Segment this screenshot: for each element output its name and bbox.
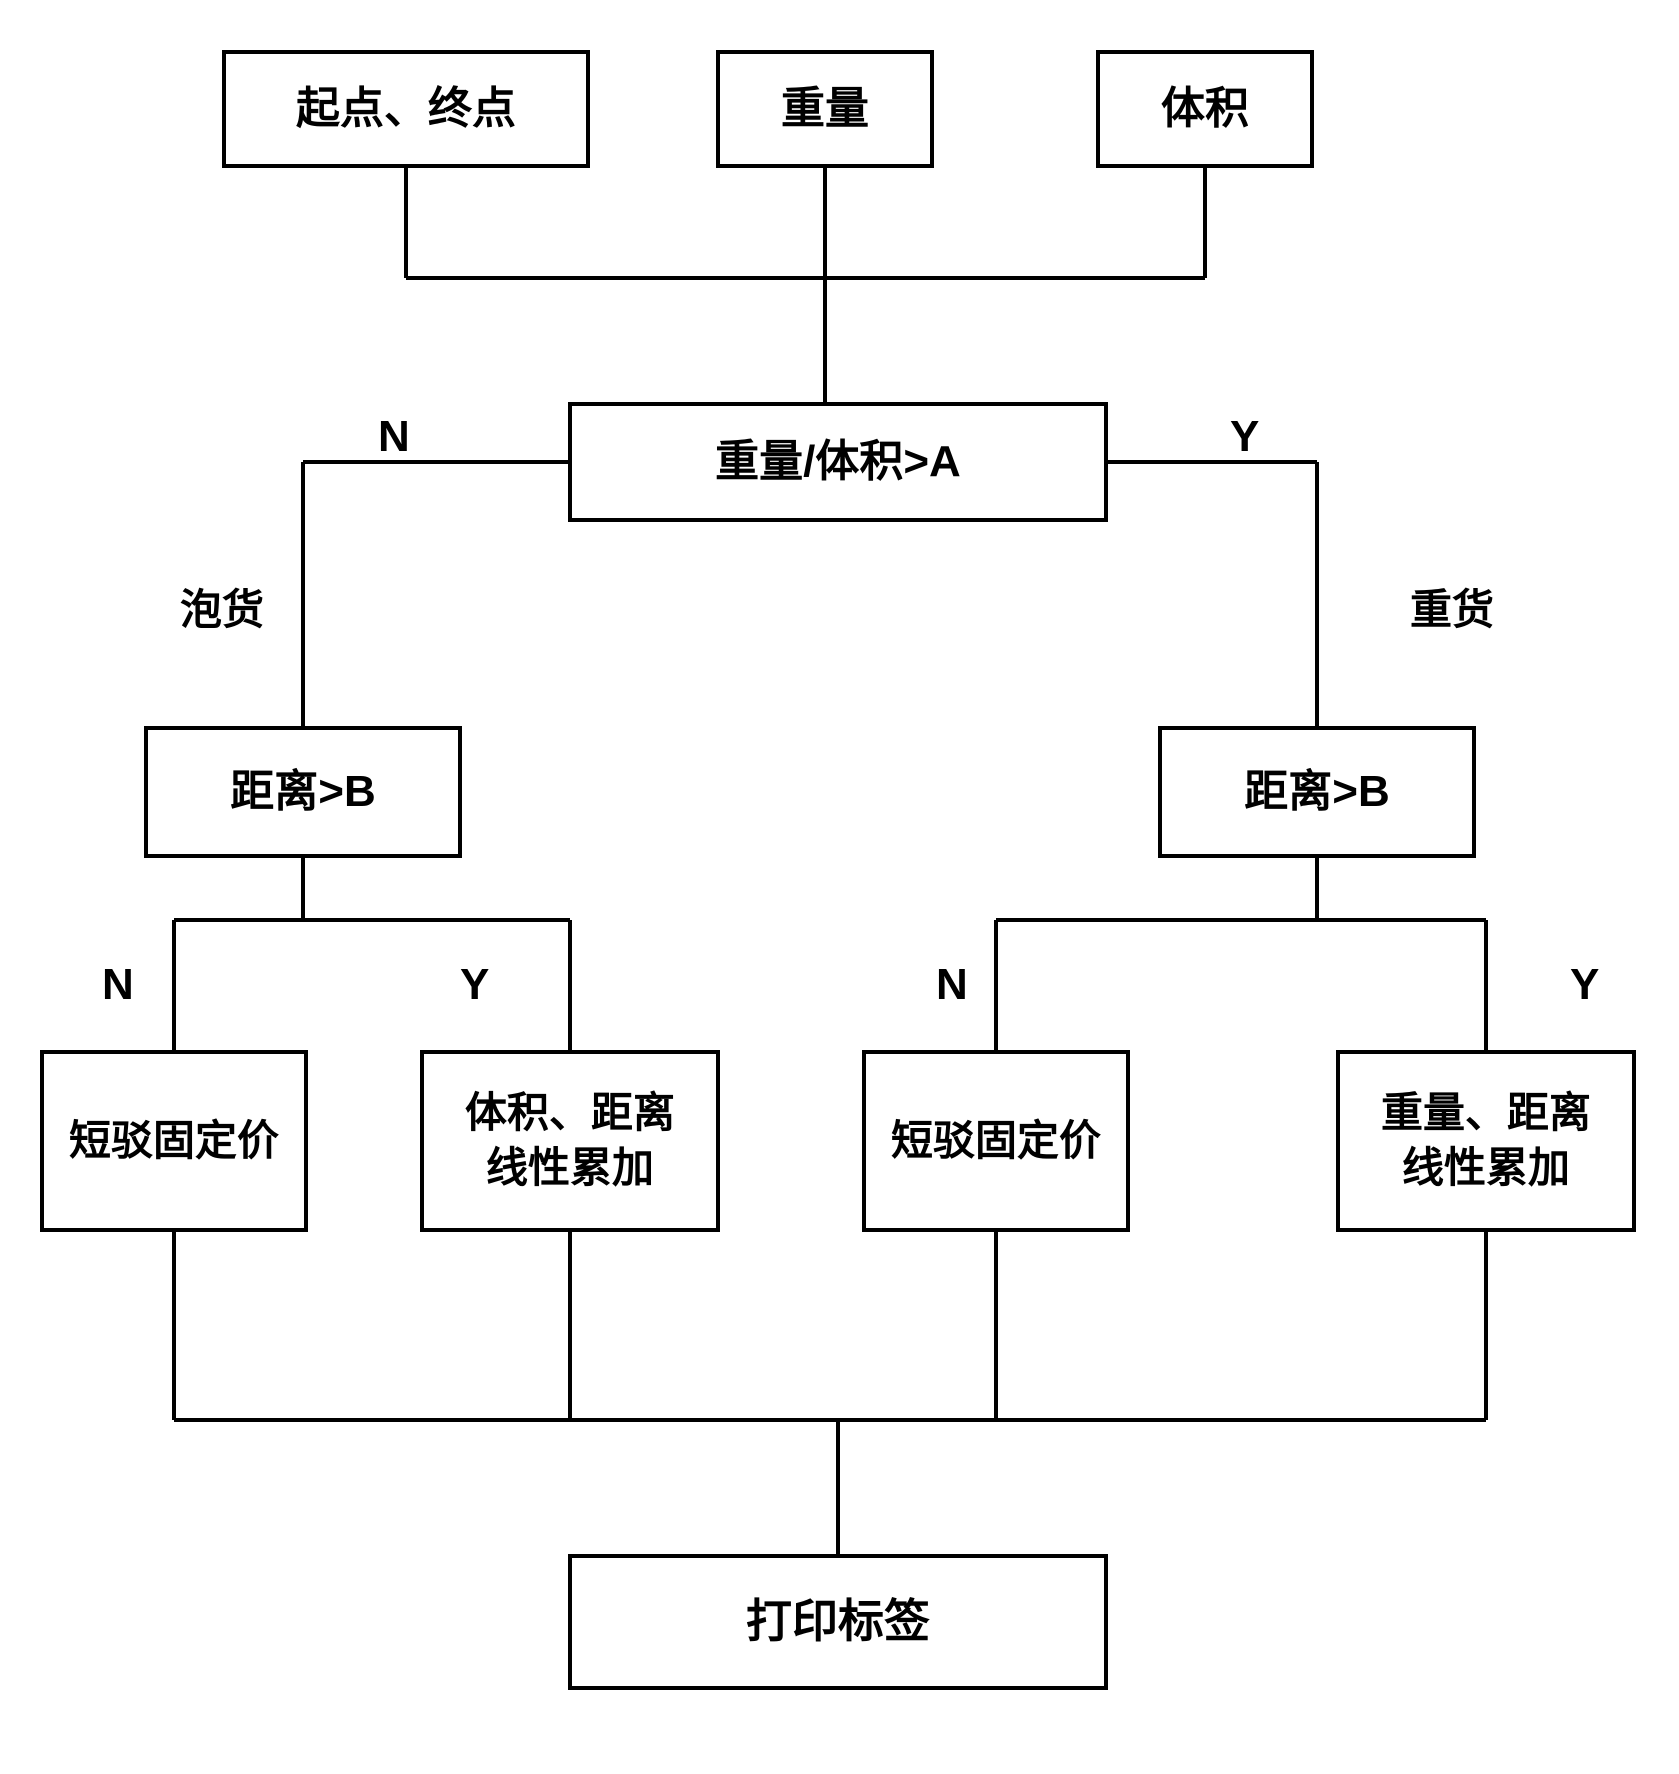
flowchart-connectors: [0, 0, 1679, 1774]
node-output-print: 打印标签: [568, 1554, 1108, 1690]
edge-label-heavy-goods: 重货: [1410, 576, 1494, 637]
node-label: 距离>B: [1244, 763, 1389, 820]
node-label: 起点、终点: [296, 80, 516, 137]
edge-label-dec1-n: N: [378, 412, 410, 462]
node-label: 重量、距离 线性累加: [1381, 1086, 1591, 1195]
edge-label-dec1-y: Y: [1230, 412, 1259, 462]
node-label: 距离>B: [230, 763, 375, 820]
node-input-startend: 起点、终点: [222, 50, 590, 168]
node-result-volume-distance: 体积、距离 线性累加: [420, 1050, 720, 1232]
edge-label-left-y: Y: [460, 960, 489, 1010]
node-decision-distance-left: 距离>B: [144, 726, 462, 858]
edge-label-right-n: N: [936, 960, 968, 1010]
node-label: 打印标签: [746, 1592, 930, 1652]
node-label: 体积、距离 线性累加: [465, 1086, 675, 1195]
node-result-short-fixed-right: 短驳固定价: [862, 1050, 1130, 1232]
node-decision-weight-volume: 重量/体积>A: [568, 402, 1108, 522]
edge-label-light-goods: 泡货: [180, 576, 264, 637]
node-result-short-fixed-left: 短驳固定价: [40, 1050, 308, 1232]
node-label: 短驳固定价: [891, 1114, 1101, 1169]
node-input-volume: 体积: [1096, 50, 1314, 168]
node-result-weight-distance: 重量、距离 线性累加: [1336, 1050, 1636, 1232]
edge-label-left-n: N: [102, 960, 134, 1010]
node-label: 体积: [1161, 80, 1249, 137]
node-input-weight: 重量: [716, 50, 934, 168]
node-label: 重量: [781, 80, 869, 137]
node-decision-distance-right: 距离>B: [1158, 726, 1476, 858]
node-label: 重量/体积>A: [715, 433, 961, 490]
edge-label-right-y: Y: [1570, 960, 1599, 1010]
node-label: 短驳固定价: [69, 1114, 279, 1169]
